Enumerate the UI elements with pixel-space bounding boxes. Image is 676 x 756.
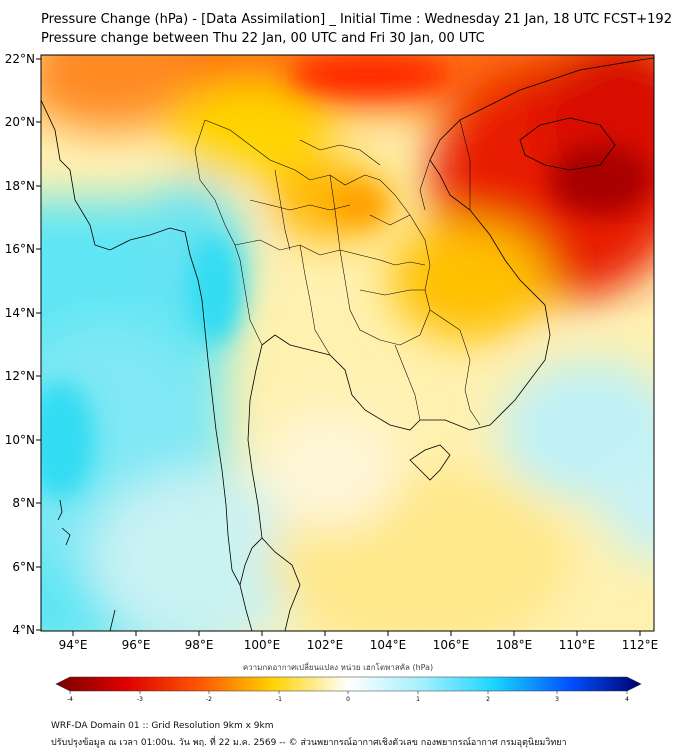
coastlines bbox=[41, 57, 654, 631]
pressure-change-field bbox=[41, 55, 654, 631]
lat-label-8: 8°N bbox=[12, 496, 35, 510]
cb-tick-neg4: -4 bbox=[67, 696, 73, 703]
lon-label-108: 108°E bbox=[496, 638, 533, 652]
colorbar-title: ความกดอากาศเปลี่ยนแปลง หน่วย เฮกโตพาสคัล… bbox=[242, 663, 434, 672]
lon-label-112: 112°E bbox=[622, 638, 659, 652]
province-borders bbox=[194, 119, 481, 426]
lat-label-18: 18°N bbox=[5, 179, 35, 193]
cb-tick-3: 3 bbox=[555, 696, 559, 703]
lat-label-20: 20°N bbox=[5, 115, 35, 129]
lon-label-98: 98°E bbox=[185, 638, 214, 652]
lon-label-104: 104°E bbox=[370, 638, 407, 652]
lon-ticks bbox=[72, 631, 641, 636]
map-title: Pressure Change (hPa) - [Data Assimilati… bbox=[41, 12, 672, 27]
footer-line-2: ปรับปรุงข้อมูล ณ เวลา 01:00น. วัน พฤ. ที… bbox=[51, 738, 567, 748]
lat-label-4: 4°N bbox=[12, 623, 35, 637]
lat-ticks bbox=[36, 58, 41, 631]
lon-label-102: 102°E bbox=[307, 638, 344, 652]
lat-label-10: 10°N bbox=[5, 433, 35, 447]
map-frame bbox=[40, 54, 655, 632]
lon-label-94: 94°E bbox=[59, 638, 88, 652]
cb-tick-4: 4 bbox=[625, 696, 629, 703]
lat-label-16: 16°N bbox=[5, 242, 35, 256]
lon-label-100: 100°E bbox=[244, 638, 281, 652]
cb-tick-0: 0 bbox=[346, 696, 350, 703]
lat-label-6: 6°N bbox=[12, 560, 35, 574]
lat-label-14: 14°N bbox=[5, 306, 35, 320]
lat-label-22: 22°N bbox=[5, 52, 35, 66]
cb-tick-neg3: -3 bbox=[137, 696, 143, 703]
cb-tick-1: 1 bbox=[416, 696, 420, 703]
lon-label-110: 110°E bbox=[559, 638, 596, 652]
colorbar: -4 -3 -2 -1 0 1 2 3 4 bbox=[55, 676, 642, 703]
cb-tick-neg2: -2 bbox=[206, 696, 212, 703]
cb-tick-neg1: -1 bbox=[276, 696, 282, 703]
footer-line-1: WRF-DA Domain 01 :: Grid Resolution 9km … bbox=[51, 721, 274, 731]
cb-tick-2: 2 bbox=[486, 696, 490, 703]
lat-label-12: 12°N bbox=[5, 369, 35, 383]
map-subtitle: Pressure change between Thu 22 Jan, 00 U… bbox=[41, 31, 485, 46]
lon-label-96: 96°E bbox=[122, 638, 151, 652]
lon-label-106: 106°E bbox=[433, 638, 470, 652]
